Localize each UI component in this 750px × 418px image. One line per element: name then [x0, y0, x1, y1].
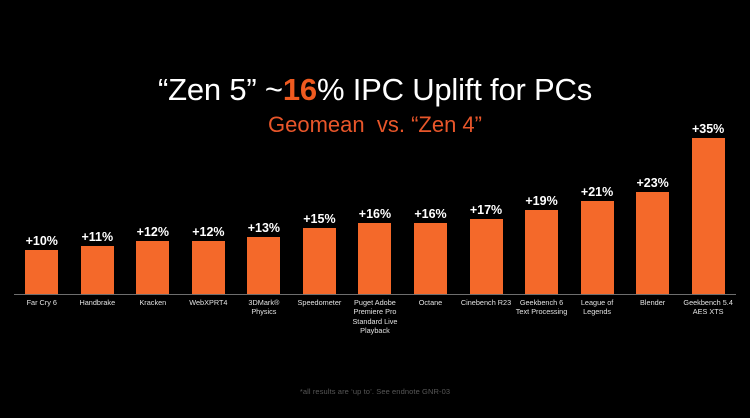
x-axis-label: Far Cry 6: [26, 298, 57, 307]
bar-value-label: +11%: [81, 229, 114, 244]
bar-value-label: +16%: [414, 207, 447, 222]
chart-plot-area: +10% +11% +12% +12% +13% +15% +16% +16% +17% +19%…: [14, 120, 736, 295]
x-axis-label: Geekbench 5.4 AES XTS: [683, 298, 733, 317]
bar-group: +17%: [458, 120, 514, 295]
bar: [691, 137, 725, 295]
x-axis-label: Puget Adobe Premiere Pro Standard Live P…: [352, 298, 398, 336]
x-axis-label: Handbrake: [79, 298, 116, 307]
bar-value-label: +17%: [469, 202, 503, 217]
x-axis-label: Blender: [640, 298, 666, 307]
x-axis-label: Geekbench 6 Text Processing: [515, 298, 568, 317]
bar-group: +16%: [347, 120, 403, 295]
x-axis-label: Speedometer: [297, 298, 342, 307]
x-axis-label: WebXPRT4: [189, 298, 228, 307]
x-axis-labels: Far Cry 6 Handbrake Kracken WebXPRT4 3DMark®…: [14, 298, 736, 336]
bar: [525, 209, 559, 295]
bar: [636, 191, 670, 295]
bar: [247, 236, 281, 295]
bar-group: +23%: [625, 120, 681, 295]
bar: [25, 250, 59, 295]
bar-group: +12%: [125, 120, 181, 295]
bar-group: +12%: [181, 120, 237, 295]
x-axis-label: 3DMark® Physics: [248, 298, 280, 317]
x-axis-label: Kracken: [139, 298, 167, 307]
bar-value-label: +12%: [136, 225, 169, 240]
page-title: “Zen 5” ~16% IPC Uplift for PCs: [0, 72, 750, 108]
bar-value-label: +13%: [247, 220, 281, 235]
bar-value-label: +35%: [691, 121, 725, 136]
bar-value-label: +19%: [525, 193, 558, 208]
bar-group: +35%: [680, 120, 736, 295]
bar-value-label: +15%: [303, 211, 336, 226]
x-axis-label: League of Legends: [580, 298, 614, 317]
bar-group: +15%: [292, 120, 348, 295]
bar: [580, 200, 614, 295]
x-axis-label: Octane: [418, 298, 443, 307]
bar: [191, 241, 225, 295]
bar: [136, 241, 170, 295]
bar-group: +16%: [403, 120, 459, 295]
title-highlight-value: 16: [282, 72, 317, 107]
bar: [413, 223, 447, 295]
bar-value-label: +21%: [580, 184, 614, 199]
bar-value-label: +10%: [25, 234, 58, 249]
title-text-after: % IPC Uplift for PCs: [316, 72, 592, 107]
title-text-before: “Zen 5” ~: [158, 72, 283, 107]
bar-group: +21%: [569, 120, 625, 295]
subtitle: Geomean vs. “Zen 4”: [268, 112, 482, 137]
bar-value-label: +23%: [636, 175, 669, 190]
x-axis-line: [14, 294, 736, 295]
bar-group: +19%: [514, 120, 570, 295]
bar: [302, 227, 336, 295]
x-axis-label: Cinebench R23: [460, 298, 512, 307]
bar: [358, 223, 392, 295]
bar: [80, 245, 114, 295]
bar-value-label: +16%: [358, 207, 392, 222]
footnote: *all results are ‘up to’. See endnote GN…: [299, 387, 451, 396]
bar: [469, 218, 503, 295]
bar-group: +10%: [14, 120, 70, 295]
bar-chart: +10% +11% +12% +12% +13% +15% +16% +16% +17% +19%…: [14, 120, 736, 295]
bar-group: +13%: [236, 120, 292, 295]
bar-value-label: +12%: [192, 225, 225, 240]
bar-group: +11%: [70, 120, 126, 295]
title-block: “Zen 5” ~16% IPC Uplift for PCs Geomean …: [0, 72, 750, 138]
